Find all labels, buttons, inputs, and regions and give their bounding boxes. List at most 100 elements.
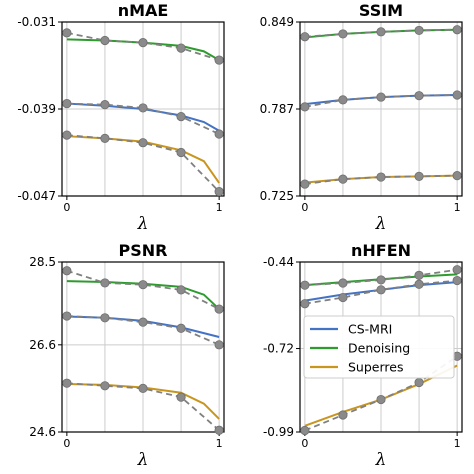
marker-point-superres: [176, 392, 186, 402]
y-tick-label: -0.031: [17, 15, 56, 29]
marker-point-denoising: [338, 278, 348, 288]
chart-title: PSNR: [119, 241, 168, 260]
marker-point-superres: [138, 383, 148, 394]
chart-title: nMAE: [118, 1, 169, 20]
marker-point-denoising: [176, 43, 186, 53]
x-tick-label: 1: [216, 201, 223, 214]
x-tick-label: 1: [454, 437, 461, 450]
reference-line-denoising: [304, 28, 458, 38]
x-axis-label: λ: [137, 450, 149, 470]
y-tick-label: -0.047: [17, 189, 56, 203]
marker-point-superres: [338, 410, 348, 420]
y-tick-label: 0.725: [260, 189, 294, 203]
marker-point-denoising: [414, 25, 424, 36]
marker-point-superres: [300, 425, 310, 436]
marker-point-superres: [376, 172, 386, 182]
marker-point-denoising: [100, 35, 110, 46]
marker-point-cs_mri: [176, 112, 186, 122]
x-axis-label: λ: [375, 214, 387, 234]
series-line-denoising: [66, 280, 220, 310]
plot-frame: [299, 261, 463, 433]
marker-point-superres: [376, 394, 386, 405]
marker-point-denoising: [452, 25, 462, 35]
marker-point-cs_mri: [214, 129, 224, 139]
reference-line-cs_mri: [304, 279, 458, 305]
marker-point-denoising: [138, 280, 148, 290]
reference-line-denoising: [304, 268, 458, 287]
marker-point-superres: [214, 187, 224, 197]
marker-point-superres: [300, 179, 310, 189]
marker-point-cs_mri: [376, 92, 386, 102]
marker-point-superres: [214, 425, 224, 435]
legend: CS-MRI Denoising Superres: [303, 315, 455, 379]
marker-point-denoising: [100, 278, 110, 288]
y-tick-label: 28.5: [29, 255, 56, 269]
marker-point-denoising: [62, 28, 72, 38]
legend-label: Denoising: [348, 341, 410, 356]
marker-point-cs_mri: [214, 340, 224, 350]
marker-point-denoising: [376, 275, 386, 285]
marker-point-denoising: [62, 266, 72, 276]
x-tick-label: 0: [63, 201, 70, 214]
marker-point-cs_mri: [414, 279, 424, 289]
series-line-denoising: [66, 38, 220, 61]
reference-line-superres: [66, 382, 220, 431]
x-axis-label: λ: [137, 214, 149, 234]
marker-point-superres: [414, 377, 424, 388]
y-tick-label: 24.6: [29, 425, 56, 439]
marker-point-denoising: [452, 265, 462, 275]
y-tick-label: -0.99: [263, 425, 294, 439]
panel-psnr: 28.5 26.6 24.6 0 1 PSNR λ: [29, 241, 225, 470]
y-tick-label: 0.849: [260, 15, 294, 29]
marker-point-cs_mri: [100, 100, 110, 110]
marker-point-denoising: [414, 270, 424, 280]
marker-point-cs_mri: [176, 323, 186, 333]
marker-point-denoising: [138, 38, 148, 48]
x-tick-label: 0: [301, 201, 308, 214]
x-tick-label: 1: [454, 201, 461, 214]
x-tick-label: 0: [301, 437, 308, 450]
reference-line-cs_mri: [304, 94, 458, 108]
marker-point-cs_mri: [338, 292, 348, 303]
marker-point-superres: [62, 378, 72, 388]
legend-box: [303, 315, 455, 379]
reference-line-cs_mri: [66, 102, 220, 135]
x-tick-label: 0: [63, 437, 70, 450]
marker-point-cs_mri: [100, 313, 110, 323]
marker-point-cs_mri: [138, 103, 148, 113]
panel-ssim: 0.849 0.787 0.725 0 1 SSIM λ: [260, 1, 463, 234]
reference-line-denoising: [66, 269, 220, 310]
marker-point-cs_mri: [452, 275, 462, 286]
marker-point-denoising: [338, 29, 348, 39]
reference-line-superres: [304, 174, 458, 185]
marker-point-denoising: [300, 280, 310, 290]
marker-point-cs_mri: [138, 317, 148, 327]
marker-point-cs_mri: [338, 95, 348, 105]
y-tick-label: -0.44: [263, 255, 294, 269]
marker-point-superres: [338, 174, 348, 184]
y-tick-label: 26.6: [29, 338, 56, 352]
marker-point-superres: [452, 171, 462, 181]
panel-nmae: -0.031 -0.039 -0.047 0 1 nMAE λ: [17, 1, 225, 234]
marker-point-cs_mri: [414, 91, 424, 101]
x-axis-label: λ: [375, 450, 387, 470]
reference-line-cs_mri: [66, 315, 220, 346]
marker-point-superres: [62, 130, 72, 140]
marker-point-superres: [100, 381, 110, 391]
reference-line-superres: [66, 134, 220, 193]
y-tick-label: 0.787: [260, 102, 294, 116]
legend-label: CS-MRI: [348, 322, 392, 337]
marker-point-denoising: [176, 285, 186, 295]
y-tick-label: -0.039: [17, 102, 56, 116]
chart-title: nHFEN: [351, 241, 411, 260]
marker-point-cs_mri: [62, 98, 72, 109]
plot-frame: [61, 261, 225, 433]
legend-label: Superres: [348, 360, 403, 375]
chart-title: SSIM: [359, 1, 403, 20]
marker-point-cs_mri: [300, 102, 310, 112]
marker-point-cs_mri: [376, 285, 386, 295]
marker-point-denoising: [300, 32, 310, 42]
marker-point-superres: [100, 133, 110, 143]
marker-point-denoising: [214, 304, 224, 314]
